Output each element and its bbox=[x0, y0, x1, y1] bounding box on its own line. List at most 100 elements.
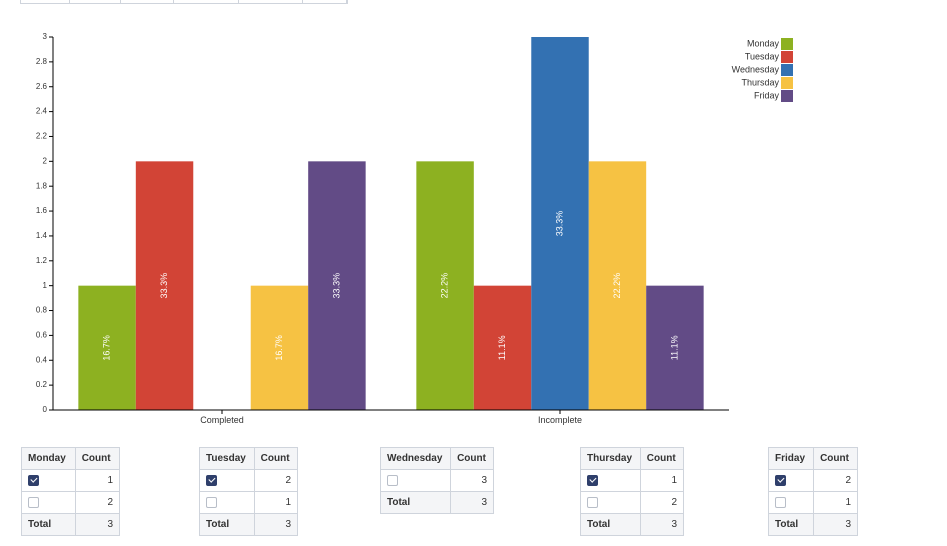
legend-swatch bbox=[781, 64, 793, 76]
data-label: 33.3% bbox=[159, 273, 169, 299]
total-row: Total 3 bbox=[21, 513, 121, 536]
checkbox-unchecked-icon bbox=[387, 474, 398, 486]
bar bbox=[78, 285, 136, 410]
checkbox-cell bbox=[767, 469, 815, 492]
table-header-row: Monday Count bbox=[21, 447, 121, 470]
table-row: 2 bbox=[199, 469, 299, 492]
total-value: 3 bbox=[74, 513, 121, 536]
legend-label: Wednesday bbox=[732, 64, 780, 74]
bar bbox=[588, 161, 647, 410]
y-tick-label: 1.8 bbox=[36, 181, 48, 190]
data-label: 22.2% bbox=[439, 273, 449, 299]
checkbox-checked-icon bbox=[28, 474, 39, 486]
y-tick-label: 0.4 bbox=[36, 355, 48, 364]
bar bbox=[416, 161, 474, 410]
count-cell: 2 bbox=[253, 469, 299, 492]
y-tick-label: 2.8 bbox=[36, 57, 48, 66]
total-label: Total bbox=[580, 513, 641, 536]
checkbox-cell bbox=[580, 469, 641, 492]
column-header: Tuesday bbox=[199, 447, 255, 470]
data-label: 33.3% bbox=[554, 211, 564, 237]
legend-label: Thursday bbox=[741, 77, 779, 87]
summary-table: Tuesday Count 2 1 Total 3 bbox=[199, 447, 299, 536]
legend-label: Tuesday bbox=[745, 51, 780, 61]
table-header-row: Tuesday Count bbox=[199, 447, 299, 470]
count-cell: 2 bbox=[74, 491, 121, 514]
data-label: 16.7% bbox=[101, 335, 111, 361]
checkbox-cell bbox=[767, 491, 815, 514]
y-tick-label: 1.6 bbox=[36, 206, 48, 215]
y-tick-label: 1 bbox=[43, 281, 48, 290]
column-header: Thursday bbox=[580, 447, 641, 470]
summary-table: Thursday Count 1 2 Total 3 bbox=[580, 447, 685, 536]
x-tick-label: Completed bbox=[200, 415, 244, 425]
data-label: 16.7% bbox=[274, 335, 284, 361]
legend-swatch bbox=[781, 38, 793, 50]
count-cell: 2 bbox=[639, 491, 685, 514]
count-cell: 1 bbox=[813, 491, 858, 514]
bar-chart: 16.7% 33.3% 16.7% 33.3% Completed 22.2% 11.1% 3… bbox=[36, 32, 793, 425]
data-label: 11.1% bbox=[497, 335, 507, 360]
legend-label: Friday bbox=[754, 90, 780, 100]
y-tick-label: 3 bbox=[43, 32, 48, 41]
table-row: 3 bbox=[379, 469, 494, 492]
y-tick-label: 1.4 bbox=[36, 231, 48, 240]
checkbox-cell bbox=[21, 469, 76, 492]
total-label: Total bbox=[21, 513, 76, 536]
checkbox-unchecked-icon bbox=[587, 496, 598, 508]
total-label: Total bbox=[767, 513, 815, 536]
y-tick-label: 0.2 bbox=[36, 380, 48, 389]
total-row: Total 3 bbox=[767, 513, 858, 536]
total-row: Total 3 bbox=[199, 513, 299, 536]
y-tick-label: 1.2 bbox=[36, 256, 48, 265]
column-header: Count bbox=[813, 447, 858, 470]
total-value: 3 bbox=[450, 491, 494, 514]
total-value: 3 bbox=[639, 513, 685, 536]
total-row: Total 3 bbox=[580, 513, 685, 536]
table-row: 1 bbox=[199, 491, 299, 514]
column-header: Friday bbox=[767, 447, 815, 470]
column-header: Wednesday bbox=[379, 447, 452, 470]
x-tick-label: Incomplete bbox=[538, 415, 582, 425]
column-header: Monday bbox=[21, 447, 76, 470]
bar bbox=[250, 285, 309, 410]
total-value: 3 bbox=[253, 513, 299, 536]
column-header: Count bbox=[253, 447, 299, 470]
checkbox-cell bbox=[379, 469, 452, 492]
count-cell: 1 bbox=[253, 491, 299, 514]
count-cell: 3 bbox=[450, 469, 494, 492]
table-header-row: Friday Count bbox=[767, 447, 858, 470]
checkbox-unchecked-icon bbox=[775, 496, 786, 508]
table-header-row: Thursday Count bbox=[580, 447, 685, 470]
table-row: 1 bbox=[767, 491, 858, 514]
summary-table: Friday Count 2 1 Total 3 bbox=[767, 447, 858, 536]
data-label: 11.1% bbox=[669, 335, 679, 360]
y-tick-label: 2.6 bbox=[36, 82, 48, 91]
summary-table: Monday Count 1 2 Total 3 bbox=[21, 447, 121, 536]
checkbox-unchecked-icon bbox=[28, 496, 39, 508]
bar bbox=[135, 161, 194, 410]
column-header: Count bbox=[450, 447, 494, 470]
table-row: 1 bbox=[580, 469, 685, 492]
total-row: Total 3 bbox=[379, 491, 494, 514]
y-tick-label: 0 bbox=[43, 405, 48, 414]
checkbox-cell bbox=[199, 491, 255, 514]
total-label: Total bbox=[379, 491, 452, 514]
checkbox-checked-icon bbox=[775, 474, 786, 486]
checkbox-checked-icon bbox=[206, 474, 217, 486]
y-tick-label: 2 bbox=[43, 156, 48, 165]
y-tick-label: 0.6 bbox=[36, 331, 48, 340]
legend-swatch bbox=[781, 51, 793, 63]
legend-label: Monday bbox=[747, 38, 780, 48]
count-cell: 2 bbox=[813, 469, 858, 492]
summary-table: Wednesday Count 3 Total 3 bbox=[379, 447, 494, 514]
y-tick-label: 2.4 bbox=[36, 107, 48, 116]
checkbox-cell bbox=[580, 491, 641, 514]
checkbox-cell bbox=[21, 491, 76, 514]
checkbox-cell bbox=[199, 469, 255, 492]
bar bbox=[646, 285, 704, 410]
total-value: 3 bbox=[813, 513, 858, 536]
legend-swatch bbox=[781, 77, 793, 89]
y-tick-label: 2.2 bbox=[36, 132, 48, 141]
bar bbox=[308, 161, 366, 410]
